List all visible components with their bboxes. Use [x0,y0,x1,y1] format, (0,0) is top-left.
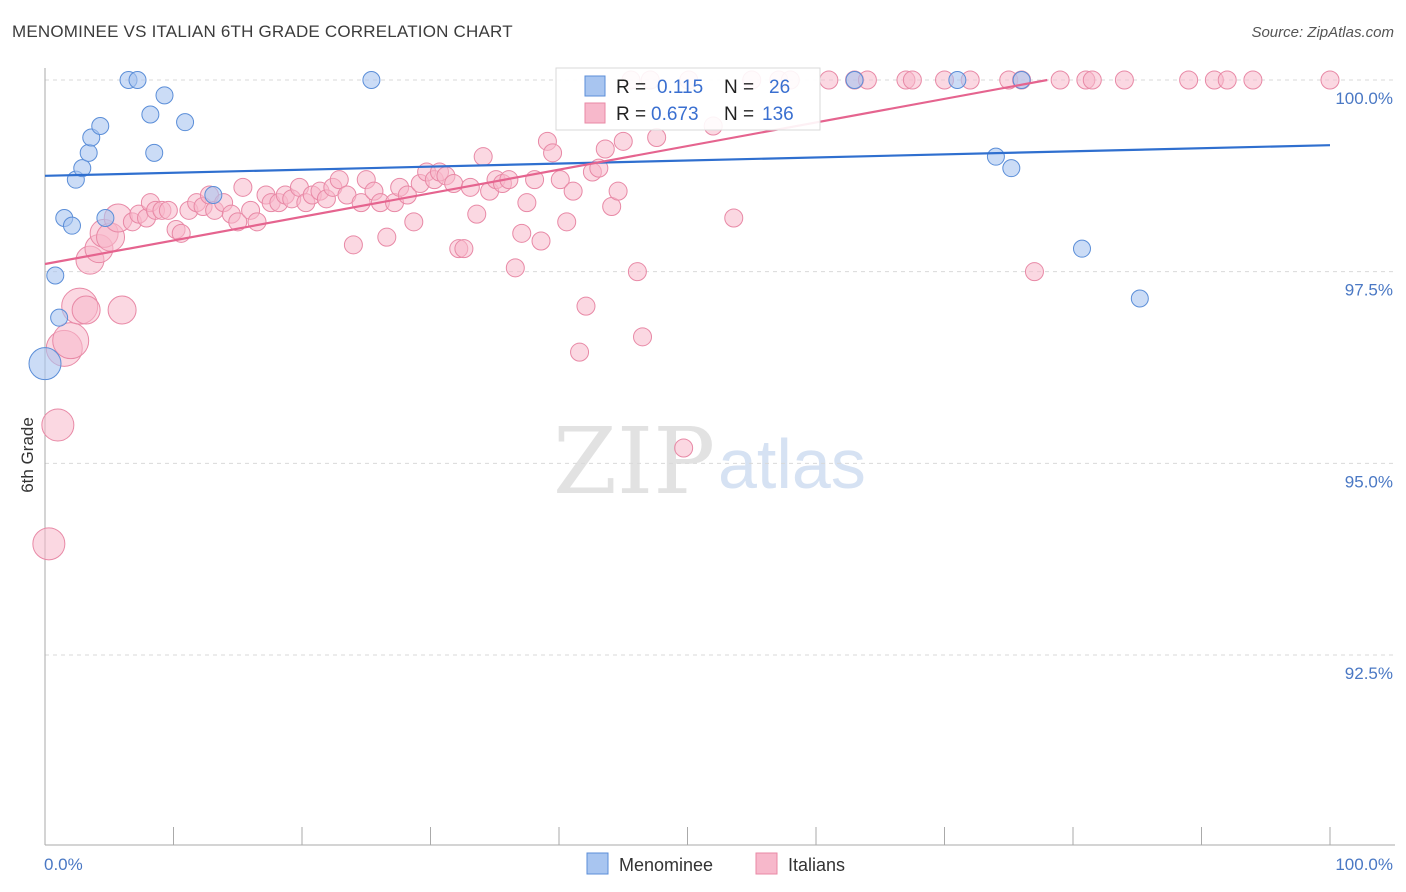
italians-point [228,212,248,232]
italians-point [627,262,647,282]
italians-point [329,170,349,190]
menominee-n-value: 26 [769,77,790,98]
menominee-point [50,308,69,327]
menominee-point [1002,159,1021,178]
y-tick-label: 95.0% [1345,472,1393,491]
italians-point [247,212,267,232]
italians-point [563,181,583,201]
italians-point [819,70,839,90]
italians-n-label: N = [724,104,754,125]
italians-point [377,227,397,247]
tick-labels: 100.0% 97.5% 95.0% 92.5% 0.0% 100.0% [44,89,1393,874]
italians-point [576,296,596,316]
italians-point [543,143,563,163]
italians-swatch [584,102,606,124]
trend-lines [44,78,1331,266]
italians-n-value: 136 [762,104,794,125]
italians-point [343,235,363,255]
y-tick-label: 97.5% [1345,281,1393,300]
menominee-n-label: N = [724,77,754,98]
italians-point [1050,70,1070,90]
italians-point [595,139,615,159]
italians-point [1320,70,1340,90]
italians-point [1179,70,1199,90]
x-tick-label: 0.0% [44,855,83,874]
italians-point [473,147,493,167]
menominee-point [96,209,115,227]
italians-trend-line [44,78,1048,266]
italians-point [505,258,525,278]
italians-point [404,212,424,232]
menominee-point [1072,239,1091,258]
legend-italians-swatch [755,852,778,875]
menominee-point [46,266,65,285]
italians-point [233,177,253,197]
menominee-point [79,143,98,162]
menominee-point [128,71,147,89]
italians-point [608,181,628,201]
italians-point [550,170,570,190]
menominee-point [141,105,160,124]
menominee-trend-line [44,144,1331,177]
y-tick-label: 100.0% [1335,89,1393,108]
menominee-r-label: R = [616,77,646,98]
source-credit: Source: ZipAtlas.com [1251,24,1394,41]
watermark-zip: ZIP [553,408,715,515]
menominee-swatch [584,75,606,97]
italians-point [32,527,66,561]
italians-point [454,239,474,259]
italians-point [41,408,75,442]
legend-menominee-label: Menominee [619,855,713,875]
italians-point [570,342,590,362]
italians-point [1024,262,1044,282]
y-tick-label: 92.5% [1345,664,1393,683]
italians-point [531,231,551,251]
italians-point [613,131,633,151]
italians-point [633,327,653,347]
italians-point [1114,70,1134,90]
italians-point [71,295,101,325]
italians-point [674,438,694,458]
menominee-point [362,71,381,89]
italians-point [52,322,90,360]
menominee-point [145,143,164,162]
menominee-point [1130,289,1149,308]
chart-title: MENOMINEE VS ITALIAN 6TH GRADE CORRELATI… [12,22,513,41]
grid [45,79,1395,656]
italians-point [1082,70,1102,90]
watermark-atlas: atlas [718,425,866,503]
menominee-point [62,216,81,235]
menominee-point [73,159,92,178]
menominee-r-value: 0.115 [657,77,703,98]
y-axis-label: 6th Grade [18,417,37,493]
menominee-point [204,186,223,204]
italians-point [512,223,532,243]
italians-point [1243,70,1263,90]
axes [44,68,1395,846]
italians-point [1217,70,1237,90]
italians-point [724,208,744,228]
x-tick-label: 100.0% [1335,855,1393,874]
stats-legend: R = 0.115 N = 26 R = 0.673 N = 136 [555,67,821,131]
italians-point [107,295,137,325]
menominee-point [91,117,110,135]
menominee-point [28,347,62,381]
menominee-point [176,113,195,132]
italians-point [902,70,922,90]
italians-point [158,200,178,220]
legend-menominee-swatch [586,852,609,875]
menominee-point [948,71,967,89]
italians-point [647,128,667,147]
menominee-point [155,86,174,105]
italians-r-label: R = [616,104,646,125]
italians-point [517,193,537,213]
legend-italians-label: Italians [788,855,845,875]
series-legend: Menominee Italians [586,852,845,875]
menominee-point [986,147,1005,166]
menominee-point [845,71,864,89]
italians-r-value: 0.673 [651,104,699,125]
italians-point [557,212,577,232]
italians-point [467,204,487,224]
